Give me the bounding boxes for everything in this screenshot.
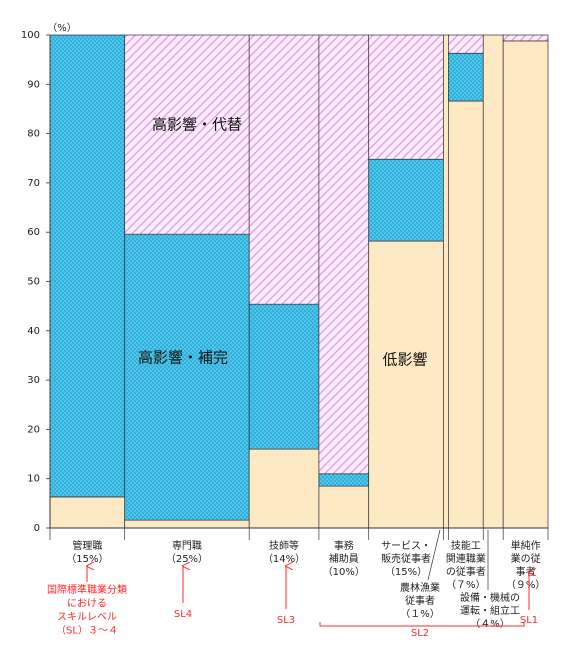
y-tick-label: 10 bbox=[27, 474, 40, 485]
y-tick-label: 40 bbox=[27, 326, 40, 337]
category-label: 業の従 bbox=[511, 552, 541, 565]
segment bbox=[368, 34, 444, 160]
y-tick-label: 100 bbox=[21, 30, 40, 41]
y-tick-label: 70 bbox=[27, 178, 40, 189]
segment bbox=[248, 34, 320, 305]
category-label: 事務 bbox=[334, 539, 354, 552]
category-label: 技師等 bbox=[269, 539, 299, 552]
segment bbox=[448, 52, 484, 102]
leader-line bbox=[427, 529, 441, 581]
segment bbox=[318, 485, 370, 529]
segment bbox=[482, 34, 504, 529]
category-label: 関連職業 bbox=[446, 552, 486, 565]
category-label: 補助員 bbox=[329, 552, 359, 565]
category-label: 事者 bbox=[516, 565, 536, 578]
segment bbox=[443, 34, 449, 529]
width-label: （１%） bbox=[400, 608, 440, 620]
y-tick-label: 0 bbox=[34, 523, 40, 534]
category-label: 専門職 bbox=[172, 540, 202, 552]
series-label: 高影響・補完 bbox=[138, 349, 228, 367]
width-label: （10%） bbox=[323, 566, 365, 578]
segment bbox=[318, 473, 370, 487]
y-unit: （%） bbox=[47, 22, 77, 34]
segment bbox=[448, 100, 484, 529]
segment bbox=[124, 519, 250, 529]
segment bbox=[49, 34, 126, 498]
width-label: （４%） bbox=[470, 618, 510, 630]
category-label: の従事者 bbox=[446, 565, 486, 578]
segment bbox=[124, 34, 250, 235]
category-label: 設備・機械の bbox=[460, 591, 520, 604]
segment bbox=[502, 34, 549, 42]
annotation-bracket bbox=[319, 622, 525, 627]
y-tick-label: 90 bbox=[27, 79, 40, 90]
segment bbox=[502, 40, 549, 529]
segment bbox=[248, 448, 320, 529]
annotation: SL3 bbox=[277, 615, 295, 626]
annotation: における bbox=[67, 598, 107, 610]
y-tick-label: 60 bbox=[27, 227, 40, 238]
y-tick-label: 80 bbox=[27, 129, 40, 140]
annotation: SL4 bbox=[174, 609, 192, 620]
category-label: 管理職 bbox=[72, 539, 102, 552]
series-label: 高影響・代替 bbox=[152, 116, 242, 134]
width-label: （25%） bbox=[166, 553, 208, 565]
category-label: 販売従事者 bbox=[381, 552, 431, 565]
segment bbox=[368, 240, 444, 529]
annotation: スキルレベル bbox=[57, 611, 117, 623]
width-label: （15%） bbox=[385, 566, 427, 578]
width-label: （14%） bbox=[263, 553, 305, 565]
category-label: サービス・ bbox=[381, 540, 431, 552]
annotation: （SL）３〜４ bbox=[56, 625, 118, 637]
segment bbox=[448, 34, 484, 54]
segment bbox=[318, 34, 370, 475]
segment bbox=[124, 233, 250, 521]
width-label: （７%） bbox=[446, 579, 486, 591]
category-label: 従事者 bbox=[405, 594, 435, 607]
annotation: 国際標準職業分類 bbox=[47, 583, 127, 596]
y-tick-label: 20 bbox=[27, 424, 40, 435]
category-label: 運転・組立工 bbox=[460, 604, 520, 617]
segment bbox=[248, 303, 320, 450]
category-label: 農林漁業 bbox=[400, 581, 440, 594]
segment bbox=[49, 496, 126, 529]
y-tick-label: 30 bbox=[27, 375, 40, 386]
y-tick-label: 50 bbox=[27, 277, 40, 288]
annotation: SL2 bbox=[411, 628, 429, 639]
category-label: 単純作 bbox=[511, 539, 541, 552]
series-label: 低影響 bbox=[382, 351, 427, 369]
width-label: （９%） bbox=[506, 579, 546, 591]
segment bbox=[368, 158, 444, 242]
category-label: 技能工 bbox=[451, 539, 481, 552]
width-label: （15%） bbox=[66, 553, 108, 565]
annotation: SL1 bbox=[520, 615, 538, 626]
